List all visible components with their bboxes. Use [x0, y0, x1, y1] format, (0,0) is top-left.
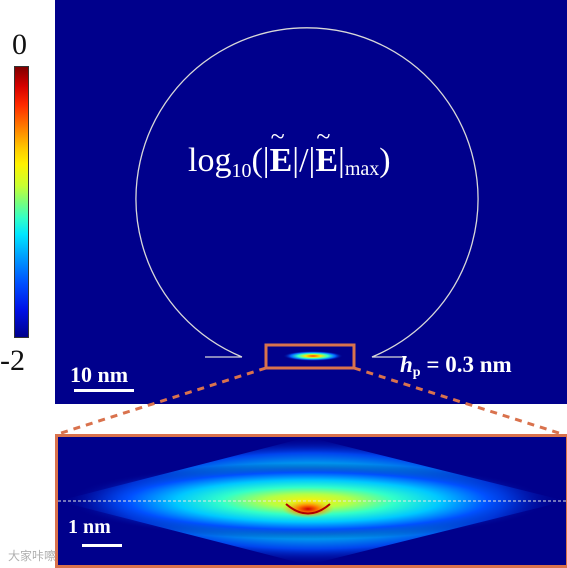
title-e-tilde-2: E	[315, 124, 338, 178]
title-close-bar: |	[338, 142, 345, 179]
field-title: log10(|E|/|E|max)	[188, 124, 391, 182]
title-mid: |/|	[292, 142, 316, 179]
main-scale-label: 10 nm	[70, 362, 129, 387]
main-field-map	[55, 0, 567, 404]
hp-subscript: p	[412, 365, 421, 380]
zoom-field-map	[55, 434, 567, 568]
zoom-scale-bar	[82, 544, 122, 547]
watermark: 大家咔嚓	[8, 549, 57, 563]
main-field-svg	[135, 27, 479, 370]
particle-outline	[135, 27, 479, 358]
title-max-sub: max	[344, 158, 380, 180]
title-log: log	[188, 142, 232, 179]
gap-height-label: hp = 0.3 nm	[400, 352, 512, 381]
particle-tip-contour	[285, 503, 331, 515]
gap-hotspot	[283, 351, 343, 361]
field-core	[282, 500, 334, 518]
colorbar	[14, 66, 29, 338]
title-end: )	[379, 142, 391, 179]
zoom-region-box	[264, 343, 356, 370]
zoom-field-svg	[58, 437, 566, 565]
title-base: 10	[231, 160, 252, 182]
hp-value: = 0.3 nm	[420, 352, 512, 377]
main-scale-bar	[74, 389, 134, 392]
colorbar-min-label: -2	[0, 344, 25, 377]
hp-symbol: h	[400, 352, 413, 377]
zoom-scale-label: 1 nm	[68, 516, 111, 538]
colorbar-max-label: 0	[12, 28, 27, 61]
title-open: (|	[251, 142, 270, 179]
title-e-tilde: E	[270, 124, 293, 178]
